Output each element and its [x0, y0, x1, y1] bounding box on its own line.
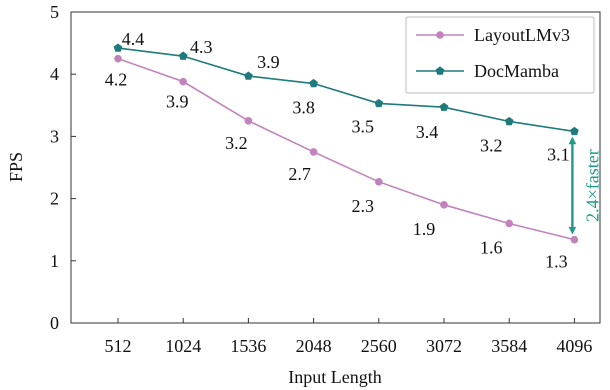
- y-tick-label: 0: [50, 313, 59, 333]
- data-point-docmamba: [244, 71, 253, 80]
- x-axis-title: Input Length: [288, 367, 381, 387]
- data-label-layoutlmv3: 1.9: [413, 219, 436, 239]
- data-label-docmamba: 3.2: [480, 135, 503, 155]
- data-point-docmamba: [113, 43, 123, 52]
- speedup-label: 2.4×faster: [583, 149, 603, 222]
- legend-box: [405, 16, 595, 94]
- data-point-layoutlmv3: [440, 201, 448, 209]
- data-point-layoutlmv3: [114, 54, 122, 63]
- data-label-docmamba: 3.9: [257, 52, 280, 72]
- x-tick-label: 1536: [230, 336, 266, 356]
- data-label-layoutlmv3: 1.6: [480, 237, 503, 257]
- data-point-docmamba: [570, 126, 579, 136]
- y-tick-label: 4: [50, 64, 59, 84]
- data-point-docmamba: [309, 78, 318, 88]
- data-point-layoutlmv3: [309, 148, 318, 156]
- y-axis-title: FPS: [6, 152, 26, 182]
- data-label-layoutlmv3: 4.2: [105, 70, 128, 90]
- data-point-docmamba: [439, 102, 449, 111]
- speedup-annotation: 2.4×faster: [568, 136, 603, 235]
- legend-item-layoutlmv3: LayoutLMv3: [416, 25, 570, 45]
- data-point-layoutlmv3: [179, 77, 187, 86]
- x-tick-label: 2048: [296, 336, 332, 356]
- y-tick-label: 1: [50, 251, 59, 271]
- legend-label: DocMamba: [474, 61, 559, 81]
- data-point-docmamba: [374, 98, 384, 108]
- series-line-layoutlmv3: [117, 57, 575, 241]
- x-axis-ticks: 512 1024 1536 2048 2560 3072 3584 4096: [105, 318, 592, 356]
- data-label-docmamba: 4.4: [122, 29, 145, 49]
- data-label-docmamba: 3.8: [292, 98, 315, 118]
- data-label-layoutlmv3: 3.9: [166, 92, 189, 112]
- data-label-layoutlmv3: 3.2: [225, 133, 248, 153]
- y-axis-ticks: 0 1 2 3 4 5: [50, 2, 76, 333]
- data-label-docmamba: 4.3: [190, 37, 213, 57]
- x-tick-label: 1024: [165, 336, 201, 356]
- legend-marker: [435, 66, 445, 75]
- data-point-docmamba: [178, 51, 188, 60]
- legend-marker: [436, 31, 444, 39]
- data-label-layoutlmv3: 1.3: [545, 252, 568, 272]
- data-label-docmamba: 3.1: [547, 144, 570, 164]
- legend-label: LayoutLMv3: [474, 25, 570, 45]
- x-tick-label: 2560: [361, 336, 397, 356]
- data-label-layoutlmv3: 2.3: [352, 196, 375, 216]
- legend: LayoutLMv3 DocMamba: [405, 16, 595, 94]
- y-tick-label: 2: [50, 189, 59, 209]
- data-point-docmamba: [504, 116, 514, 126]
- data-point-layoutlmv3: [505, 219, 513, 228]
- y-tick-label: 5: [50, 2, 59, 22]
- series-line-docmamba: [117, 47, 575, 133]
- x-tick-label: 512: [105, 336, 132, 356]
- x-tick-label: 4096: [556, 336, 592, 356]
- plot-frame: [70, 11, 601, 324]
- data-label-layoutlmv3: 2.7: [288, 164, 311, 184]
- series-layer: [113, 43, 579, 244]
- data-point-layoutlmv3: [244, 117, 253, 125]
- y-tick-label: 3: [50, 126, 59, 146]
- data-point-layoutlmv3: [570, 235, 579, 244]
- legend-item-docmamba: DocMamba: [416, 61, 559, 81]
- data-label-docmamba: 3.5: [352, 116, 375, 136]
- x-tick-label: 3072: [426, 336, 462, 356]
- data-point-layoutlmv3: [375, 178, 383, 186]
- data-label-docmamba: 3.4: [416, 122, 439, 142]
- data-labels-layer: 4.2 3.9 3.2 2.7 2.3 1.9 1.6 1.3 4.4 4.3 3.9 3.8 3.5 3…: [105, 29, 570, 272]
- x-tick-label: 3584: [491, 336, 527, 356]
